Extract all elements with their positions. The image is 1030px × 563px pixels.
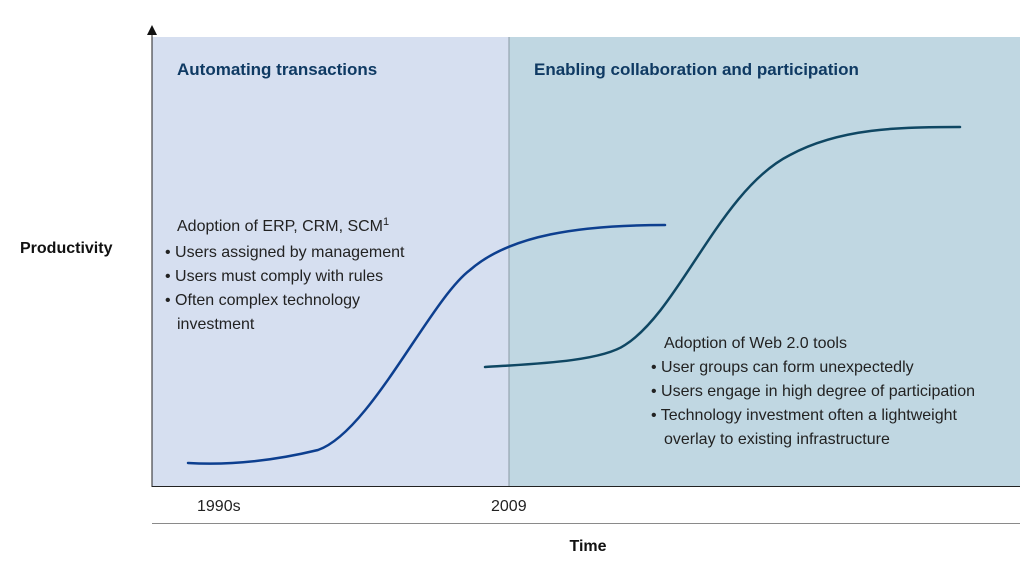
first-wave-bullet: • Often complex technology [165, 292, 360, 309]
x-axis-label: Time [569, 538, 606, 555]
y-axis-arrow-icon [147, 25, 157, 35]
first-wave-bullet: • Users assigned by management [165, 244, 405, 261]
right-panel-title: Enabling collaboration and participation [534, 60, 859, 79]
first-wave-s-curve [186, 223, 667, 465]
first-wave-bullet-continuation: investment [177, 316, 255, 333]
first-wave-bullet: • Users must comply with rules [165, 268, 383, 285]
y-axis-label: Productivity [20, 240, 113, 257]
x-tick-label: 2009 [491, 498, 527, 515]
second-wave-bullet: • User groups can form unexpectedly [651, 359, 914, 376]
first-wave-heading: Adoption of ERP, CRM, SCM1 [177, 216, 389, 235]
footnote-mark: 1 [383, 216, 389, 228]
second-wave-bullet: • Users engage in high degree of partici… [651, 383, 975, 400]
left-panel-automating [152, 37, 509, 486]
right-panel-collaboration [509, 37, 1020, 486]
second-wave-bullet-continuation: overlay to existing infrastructure [664, 431, 890, 448]
x-tick-label: 1990s [197, 498, 241, 515]
second-wave-heading: Adoption of Web 2.0 tools [664, 335, 847, 352]
left-panel-title: Automating transactions [177, 60, 377, 79]
second-wave-s-curve [483, 125, 962, 369]
second-wave-bullet: • Technology investment often a lightwei… [651, 407, 957, 424]
